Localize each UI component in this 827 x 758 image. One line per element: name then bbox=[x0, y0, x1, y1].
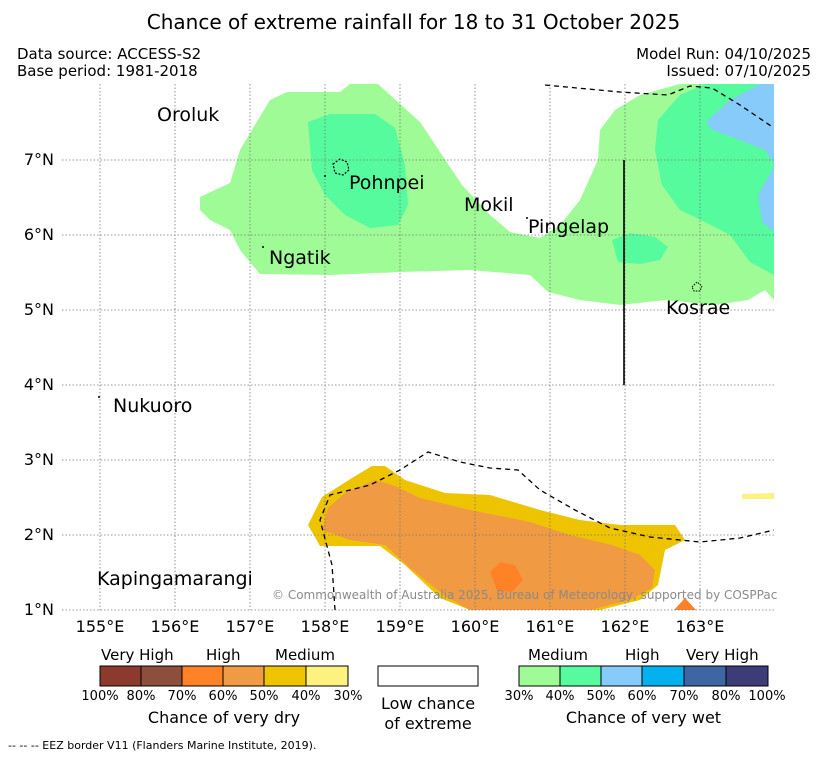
kosrae-island bbox=[691, 281, 703, 292]
wet-category-medium: Medium bbox=[528, 646, 588, 664]
lon-tick-label: 162°E bbox=[600, 617, 650, 636]
wet-category-very-high: Very High bbox=[686, 646, 759, 664]
lon-tick-label: 158°E bbox=[300, 617, 350, 636]
wet-colorbar bbox=[518, 665, 769, 687]
lat-tick-label: 2°N bbox=[23, 525, 54, 544]
dry-swatch-80-70 bbox=[140, 665, 183, 687]
dry-swatch-100-80 bbox=[99, 665, 142, 687]
lon-tick-label: 159°E bbox=[375, 617, 425, 636]
place-label-kosrae: Kosrae bbox=[666, 297, 731, 319]
dry-swatch-70-60 bbox=[181, 665, 224, 687]
wet-percent-label: 60% bbox=[627, 689, 657, 704]
wet-swatch-80-100 bbox=[725, 665, 769, 687]
wet-swatch-30-40 bbox=[518, 665, 561, 687]
eez-border-north bbox=[544, 84, 774, 129]
nukuoro-island-mark bbox=[98, 396, 100, 398]
dry-percent-label: 40% bbox=[291, 689, 321, 704]
wet-category-high: High bbox=[625, 646, 660, 664]
dry-30-40-patch bbox=[742, 493, 774, 499]
dry-category-medium: Medium bbox=[275, 646, 335, 664]
probability-fields bbox=[200, 84, 774, 610]
wet-swatch-60-70 bbox=[641, 665, 685, 687]
dry-percent-label: 100% bbox=[81, 689, 119, 704]
wet-50-60-region bbox=[706, 84, 774, 232]
place-label-pingelap: Pingelap bbox=[528, 216, 610, 238]
dry-category-high: High bbox=[206, 646, 241, 664]
low-chance-caption: Low chance of extreme bbox=[368, 694, 488, 734]
lat-tick-label: 6°N bbox=[23, 225, 54, 244]
dry-60-70-patch-south bbox=[674, 598, 696, 610]
lon-tick-label: 156°E bbox=[150, 617, 200, 636]
lat-tick-label: 5°N bbox=[23, 300, 54, 319]
lon-tick-label: 157°E bbox=[225, 617, 275, 636]
wet-percent-label: 40% bbox=[545, 689, 575, 704]
lat-tick-label: 3°N bbox=[23, 450, 54, 469]
base-period-text: Base period: 1981-2018 bbox=[17, 62, 198, 80]
lat-tick-label: 4°N bbox=[23, 375, 54, 394]
place-label-mokil: Mokil bbox=[464, 194, 514, 216]
copyright-notice: © Commonwealth of Australia 2025, Bureau… bbox=[272, 588, 778, 602]
dry-high-region bbox=[322, 480, 655, 610]
dry-percent-label: 50% bbox=[249, 689, 279, 704]
wet-swatch-40-50 bbox=[559, 665, 602, 687]
map-title: Chance of extreme rainfall for 18 to 31 … bbox=[146, 10, 681, 34]
dry-60-70-patch-center bbox=[490, 562, 523, 592]
dry-category-very-high: Very High bbox=[101, 646, 174, 664]
dry-swatch-60-50 bbox=[222, 665, 265, 687]
pohnpei-atoll-mark bbox=[324, 175, 326, 177]
model-run-block: Model Run: 04/10/2025 Issued: 07/10/2025 bbox=[636, 46, 811, 80]
eez-borders bbox=[319, 84, 774, 610]
wet-percent-label: 70% bbox=[669, 689, 699, 704]
lon-tick-label: 155°E bbox=[75, 617, 125, 636]
wet-swatch-50-60 bbox=[600, 665, 643, 687]
mokil-island-mark bbox=[526, 217, 528, 219]
wet-40-50-patch-small bbox=[612, 233, 668, 264]
dry-percent-label: 80% bbox=[126, 689, 156, 704]
place-label-oroluk: Oroluk bbox=[157, 104, 220, 126]
low-chance-caption-line2: of extreme bbox=[384, 714, 472, 733]
place-label-kapingamarangi: Kapingamarangi bbox=[97, 568, 253, 590]
place-label-pohnpei: Pohnpei bbox=[349, 172, 425, 194]
data-source-text: Data source: ACCESS-S2 bbox=[17, 45, 202, 63]
dry-swatch-40-30 bbox=[305, 665, 349, 687]
dry-percent-label: 30% bbox=[333, 689, 363, 704]
data-source-block: Data source: ACCESS-S2 Base period: 1981… bbox=[17, 46, 201, 80]
dry-legend-caption: Chance of very dry bbox=[147, 708, 301, 727]
place-label-ngatik: Ngatik bbox=[269, 247, 331, 269]
eez-border-note: -- -- -- EEZ border V11 (Flanders Marine… bbox=[8, 739, 317, 752]
low-chance-swatch bbox=[377, 665, 479, 687]
wet-percent-label: 50% bbox=[586, 689, 616, 704]
dry-swatch-50-40 bbox=[263, 665, 307, 687]
graticule bbox=[62, 84, 774, 611]
lat-tick-label: 1°N bbox=[23, 600, 54, 619]
lat-tick-label: 7°N bbox=[23, 150, 54, 169]
wet-40-50-region-pohnpei bbox=[308, 114, 408, 228]
dry-percent-label: 70% bbox=[167, 689, 197, 704]
wet-legend-caption: Chance of very wet bbox=[565, 708, 722, 727]
wet-swatch-70-80 bbox=[683, 665, 727, 687]
model-run-text: Model Run: 04/10/2025 bbox=[636, 45, 811, 63]
wet-percent-label: 30% bbox=[504, 689, 534, 704]
lon-tick-label: 160°E bbox=[450, 617, 500, 636]
issued-text: Issued: 07/10/2025 bbox=[666, 62, 811, 80]
pohnpei-island bbox=[332, 158, 350, 176]
wet-percent-label: 80% bbox=[711, 689, 741, 704]
eez-border-south bbox=[319, 451, 774, 610]
dry-colorbar bbox=[99, 665, 349, 687]
low-chance-caption-line1: Low chance bbox=[380, 694, 476, 713]
ngatik-island-mark bbox=[262, 246, 264, 248]
lon-tick-label: 163°E bbox=[675, 617, 725, 636]
lon-tick-label: 161°E bbox=[525, 617, 575, 636]
place-label-nukuoro: Nukuoro bbox=[113, 395, 193, 417]
wet-percent-label: 100% bbox=[748, 689, 786, 704]
dry-percent-label: 60% bbox=[208, 689, 238, 704]
